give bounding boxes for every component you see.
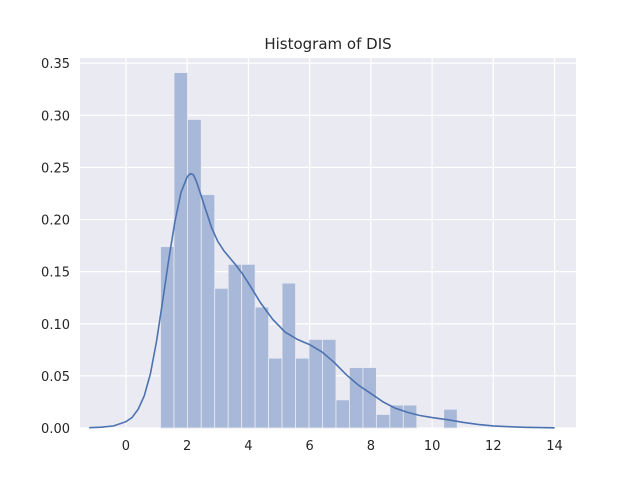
x-axis-ticks: 0 2 4 6 8 10 12 14 xyxy=(122,439,563,454)
histogram-bar xyxy=(349,367,364,429)
histogram-bar xyxy=(362,367,377,429)
x-tick-label: 10 xyxy=(424,439,441,454)
x-tick-label: 4 xyxy=(244,439,252,454)
y-tick-label: 0.00 xyxy=(41,422,70,437)
histogram-bars xyxy=(160,72,458,429)
histogram-bar xyxy=(402,404,418,429)
histogram-bar xyxy=(268,357,283,429)
y-tick-label: 0.25 xyxy=(41,161,70,176)
x-tick-label: 6 xyxy=(305,439,313,454)
histogram-bar xyxy=(308,339,323,429)
y-tick-label: 0.10 xyxy=(41,318,70,333)
x-tick-label: 14 xyxy=(546,439,563,454)
y-tick-label: 0.35 xyxy=(41,57,70,72)
histogram-bar xyxy=(254,306,270,429)
histogram-bar xyxy=(335,399,350,429)
chart-title: Histogram of DIS xyxy=(264,35,391,53)
y-axis-ticks: 0.00 0.05 0.10 0.15 0.20 0.25 0.30 0.35 xyxy=(41,57,70,437)
histogram-bar xyxy=(187,119,202,429)
histogram-bar xyxy=(214,287,229,429)
y-tick-label: 0.30 xyxy=(41,109,70,124)
histogram-bar xyxy=(227,263,243,429)
histogram-bar xyxy=(322,339,337,429)
y-tick-label: 0.20 xyxy=(41,214,70,229)
x-tick-label: 8 xyxy=(367,439,375,454)
x-tick-label: 0 xyxy=(122,439,130,454)
x-tick-label: 12 xyxy=(485,439,502,454)
histogram-bar xyxy=(281,282,296,429)
kde-line xyxy=(89,172,555,429)
histogram-bar xyxy=(375,414,391,429)
histogram-bar xyxy=(173,72,188,429)
y-tick-label: 0.15 xyxy=(41,266,70,281)
histogram-bar xyxy=(295,357,310,429)
y-tick-label: 0.05 xyxy=(41,370,70,385)
histogram-bar xyxy=(241,263,256,429)
histogram-bar xyxy=(443,408,458,429)
x-tick-label: 2 xyxy=(183,439,191,454)
